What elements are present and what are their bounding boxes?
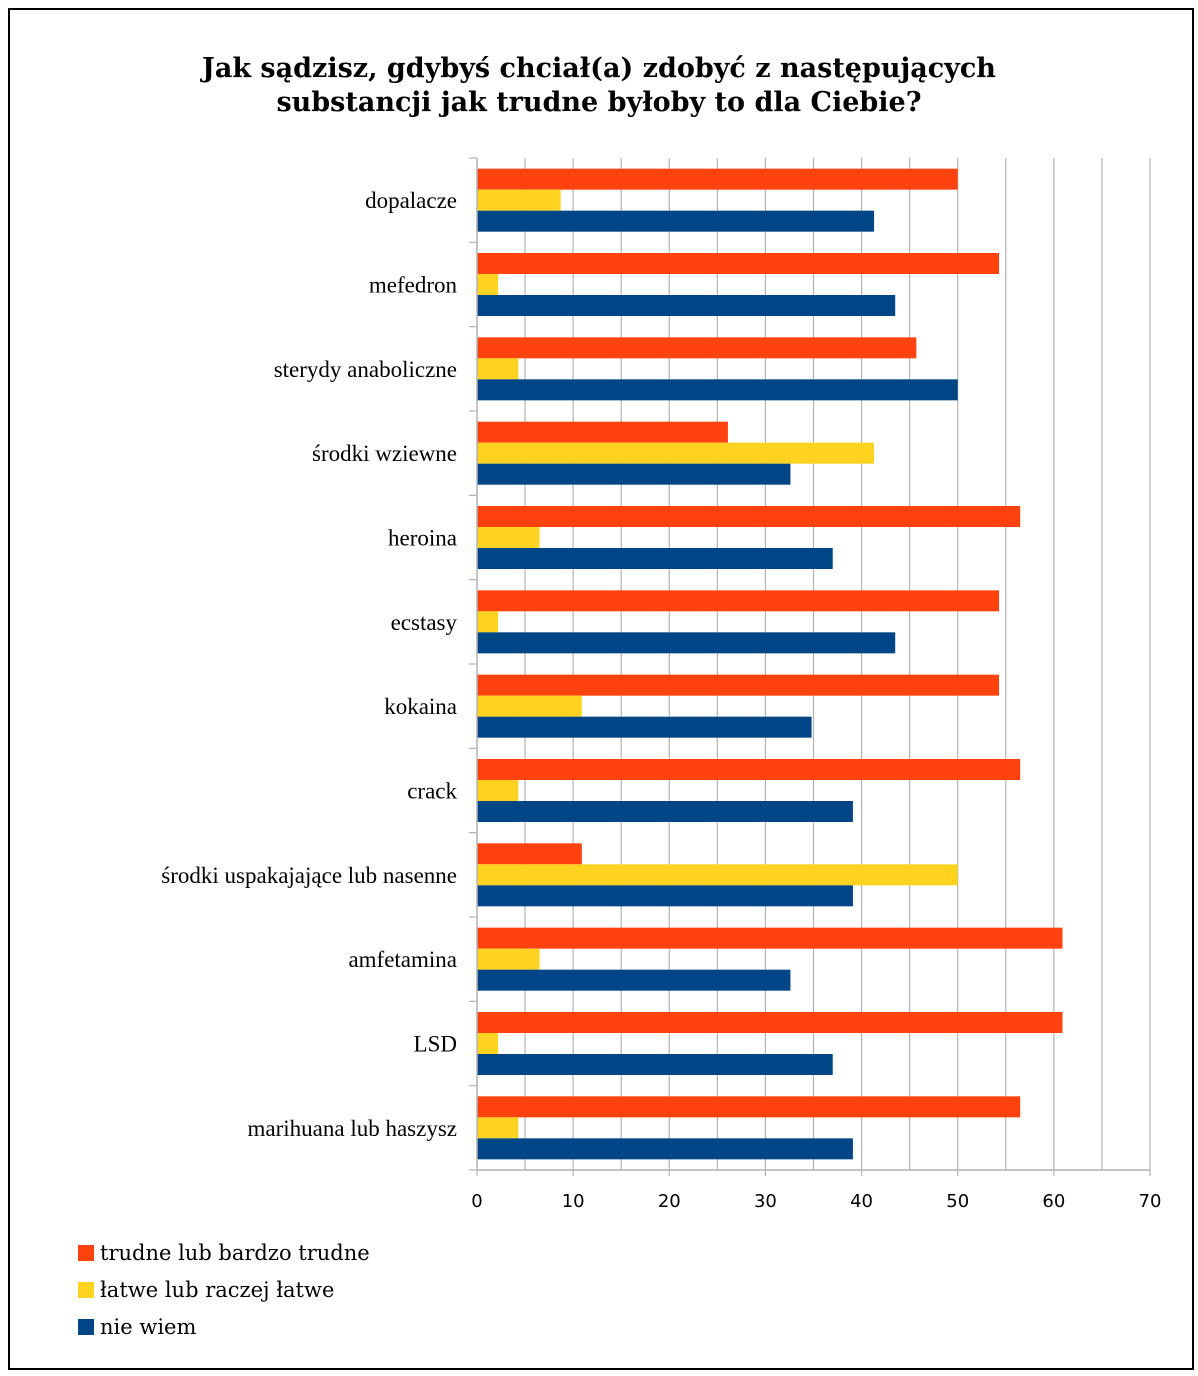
category-labels: dopalacze mefedron sterydy anaboliczne środ… <box>161 188 457 1141</box>
bar <box>477 168 958 190</box>
bar <box>477 295 896 316</box>
bar <box>477 632 896 654</box>
bar <box>477 253 1000 274</box>
category-label: LSD <box>414 1032 457 1057</box>
legend-swatch <box>78 1245 94 1261</box>
bar <box>477 801 853 822</box>
bar <box>477 780 519 801</box>
axes <box>469 157 1151 1176</box>
chart-title-line-2: substancji jak trudne byłoby to dla Cieb… <box>276 87 922 118</box>
x-tick-label: 30 <box>754 1191 777 1212</box>
bar <box>477 1033 499 1054</box>
legend: trudne lub bardzo trudne łatwe lub raczej… <box>78 1241 370 1339</box>
bar <box>477 548 833 569</box>
bar <box>477 358 519 380</box>
x-tick-label: 70 <box>1139 1191 1162 1212</box>
bar <box>477 611 499 633</box>
x-tick-label: 0 <box>471 1191 482 1212</box>
bar <box>477 759 1021 780</box>
bar <box>477 927 1063 949</box>
bar <box>477 337 917 359</box>
category-label: heroina <box>388 526 457 551</box>
grid-lines <box>524 158 1151 1170</box>
category-label: amfetamina <box>348 947 457 972</box>
category-label: mefedron <box>369 273 458 298</box>
bar <box>477 695 582 717</box>
category-label: sterydy anaboliczne <box>274 357 457 382</box>
bar <box>477 442 875 464</box>
bar <box>477 885 853 907</box>
bar <box>477 1096 1021 1118</box>
chart-title: Jak sądzisz, gdybyś chciał(a) zdobyć z n… <box>0 52 1198 120</box>
x-tick-label: 10 <box>562 1191 585 1212</box>
category-label: dopalacze <box>365 188 457 213</box>
category-label: ecstasy <box>391 610 458 635</box>
bar <box>477 969 791 991</box>
bar <box>477 274 499 295</box>
bar <box>477 1012 1063 1033</box>
bar <box>477 590 1000 612</box>
bar <box>477 864 958 886</box>
bar <box>477 716 812 738</box>
bar <box>477 210 875 232</box>
category-label: środki uspakajające lub nasenne <box>161 863 457 888</box>
x-tick-labels: 0 10 20 30 40 50 60 70 <box>471 1191 1161 1212</box>
x-tick-label: 50 <box>946 1191 969 1212</box>
bar <box>477 674 1000 696</box>
bar <box>477 189 561 211</box>
x-tick-label: 20 <box>658 1191 681 1212</box>
bar <box>477 506 1021 527</box>
bar <box>477 1117 519 1139</box>
x-tick-label: 60 <box>1042 1191 1065 1212</box>
legend-swatch <box>78 1282 94 1298</box>
legend-label: trudne lub bardzo trudne <box>100 1241 370 1265</box>
category-label: marihuana lub haszysz <box>248 1116 457 1141</box>
chart-title-line-1: Jak sądzisz, gdybyś chciał(a) zdobyć z n… <box>202 53 996 84</box>
legend-swatch <box>78 1319 94 1335</box>
bar <box>477 843 582 865</box>
bar <box>477 948 540 970</box>
bar <box>477 1138 853 1160</box>
bar <box>477 463 791 485</box>
bars <box>477 168 1063 1160</box>
legend-label: łatwe lub raczej łatwe <box>100 1278 334 1302</box>
category-label: crack <box>407 779 457 804</box>
x-tick-label: 40 <box>850 1191 873 1212</box>
bar <box>477 527 540 548</box>
bar <box>477 379 958 401</box>
category-label: środki wziewne <box>312 441 457 466</box>
bar <box>477 1054 833 1075</box>
category-label: kokaina <box>384 694 457 719</box>
legend-label: nie wiem <box>100 1315 196 1339</box>
bar <box>477 421 728 443</box>
